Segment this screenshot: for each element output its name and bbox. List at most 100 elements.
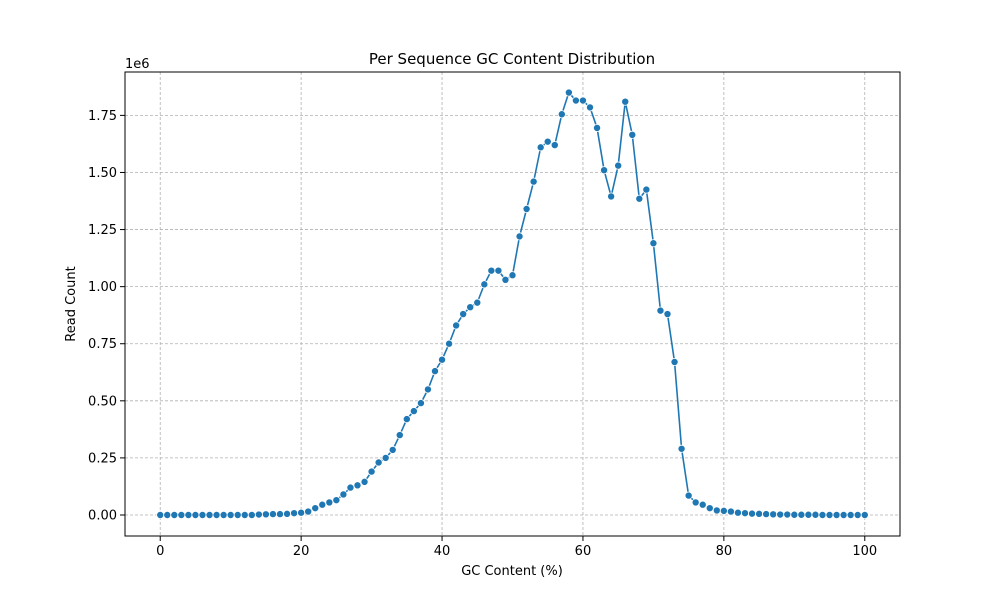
y-tick-label: 0.50 xyxy=(88,394,117,409)
y-tick-label: 1.75 xyxy=(88,109,117,124)
data-point xyxy=(177,510,186,519)
data-point xyxy=(480,280,489,289)
data-point xyxy=(557,110,566,119)
data-point xyxy=(438,355,447,364)
data-point xyxy=(360,477,369,486)
data-point xyxy=(536,143,545,152)
data-point xyxy=(515,232,524,241)
data-point xyxy=(325,498,334,507)
data-point xyxy=(578,96,587,105)
data-point xyxy=(642,185,651,194)
data-point xyxy=(529,177,538,186)
data-point xyxy=(825,510,834,519)
y-tick-label: 0.00 xyxy=(88,508,117,523)
data-point xyxy=(846,510,855,519)
data-point xyxy=(726,507,735,516)
data-point xyxy=(487,266,496,275)
data-point xyxy=(839,510,848,519)
data-point xyxy=(416,399,425,408)
x-tick-label: 100 xyxy=(852,544,877,559)
data-point xyxy=(832,510,841,519)
data-point xyxy=(240,510,249,519)
chart-title: Per Sequence GC Content Distribution xyxy=(369,50,655,68)
y-tick-label: 1.25 xyxy=(88,223,117,238)
y-tick-label: 0.75 xyxy=(88,337,117,352)
data-point xyxy=(600,166,609,175)
data-point xyxy=(762,510,771,519)
data-point xyxy=(748,509,757,518)
data-point xyxy=(459,310,468,319)
data-point xyxy=(466,303,475,312)
data-point xyxy=(853,510,862,519)
data-point xyxy=(381,453,390,462)
data-point xyxy=(339,490,348,499)
data-point xyxy=(353,481,362,490)
data-point xyxy=(290,509,299,518)
data-point xyxy=(395,431,404,440)
data-point xyxy=(719,506,728,515)
data-point xyxy=(564,88,573,97)
plot-frame xyxy=(124,71,901,537)
data-point xyxy=(586,103,595,112)
data-point xyxy=(261,510,270,519)
data-point xyxy=(423,385,432,394)
data-point xyxy=(233,510,242,519)
data-point xyxy=(663,310,672,319)
data-point xyxy=(741,509,750,518)
data-point xyxy=(247,510,256,519)
data-point xyxy=(769,510,778,519)
data-point xyxy=(212,510,221,519)
data-point xyxy=(430,367,439,376)
grid-layer xyxy=(125,72,900,536)
data-point xyxy=(156,510,165,519)
data-point xyxy=(691,498,700,507)
data-point xyxy=(388,445,397,454)
data-point xyxy=(297,508,306,517)
data-point xyxy=(628,130,637,139)
data-point xyxy=(304,507,313,516)
data-point xyxy=(163,510,172,519)
data-point xyxy=(445,339,454,348)
x-axis-title: GC Content (%) xyxy=(461,564,563,579)
data-point xyxy=(508,271,517,280)
data-point xyxy=(607,192,616,201)
data-point xyxy=(818,510,827,519)
data-point xyxy=(684,491,693,500)
data-point xyxy=(670,357,679,366)
data-point xyxy=(543,137,552,146)
x-tick-label: 60 xyxy=(575,544,592,559)
data-point xyxy=(698,500,707,509)
x-tick-label: 20 xyxy=(293,544,310,559)
data-point xyxy=(776,510,785,519)
data-point xyxy=(254,510,263,519)
x-tick-label: 0 xyxy=(156,544,164,559)
data-point xyxy=(205,510,214,519)
data-point xyxy=(860,510,869,519)
data-point xyxy=(191,510,200,519)
data-point xyxy=(733,508,742,517)
y-tick-label: 0.25 xyxy=(88,451,117,466)
data-point xyxy=(705,504,714,513)
data-point xyxy=(170,510,179,519)
data-point xyxy=(402,415,411,424)
data-point xyxy=(783,510,792,519)
data-point xyxy=(184,510,193,519)
data-point xyxy=(755,509,764,518)
data-point xyxy=(452,321,461,330)
data-point xyxy=(473,298,482,307)
data-point xyxy=(621,97,630,106)
series-line xyxy=(160,91,865,516)
data-point xyxy=(374,458,383,467)
data-point xyxy=(550,141,559,150)
data-point xyxy=(677,444,686,453)
data-point xyxy=(804,510,813,519)
data-point xyxy=(367,467,376,476)
data-point xyxy=(283,509,292,518)
data-point xyxy=(797,510,806,519)
data-point xyxy=(522,205,531,214)
data-point xyxy=(268,510,277,519)
axes-layer: 0 20 40 60 80 100 0.00 0.25 0.50 0.75 1.00 1.25 1.50… xyxy=(88,109,877,559)
data-point xyxy=(614,161,623,170)
data-point xyxy=(593,123,602,132)
